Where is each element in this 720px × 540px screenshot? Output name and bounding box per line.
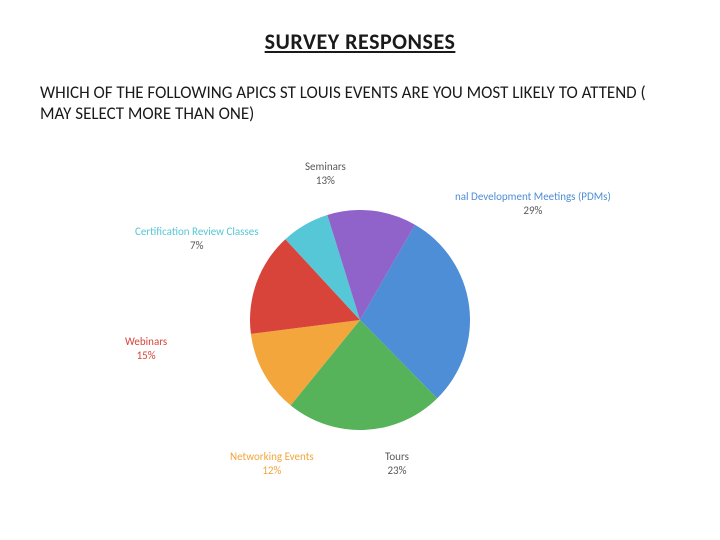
slice-label: Certification Review Classes7%	[135, 225, 259, 254]
slice-name: Networking Events	[230, 450, 314, 464]
slice-name: Tours	[385, 450, 409, 464]
slice-label: Seminars13%	[305, 160, 346, 189]
slice-percent: 12%	[230, 464, 314, 478]
slice-label: nal Development Meetings (PDMs)29%	[455, 190, 611, 219]
slice-name: Seminars	[305, 160, 346, 174]
survey-question: WHICH OF THE FOLLOWING APICS ST LOUIS EV…	[40, 82, 680, 125]
pie-svg	[250, 210, 470, 430]
slice-name: nal Development Meetings (PDMs)	[455, 190, 611, 204]
slice-name: Webinars	[125, 335, 167, 349]
slice-label: Networking Events12%	[230, 450, 314, 479]
slice-percent: 13%	[305, 174, 346, 188]
page-title: SURVEY RESPONSES	[0, 28, 720, 55]
slice-percent: 7%	[135, 239, 259, 253]
slice-percent: 23%	[385, 464, 409, 478]
slice-percent: 29%	[455, 204, 611, 218]
slice-label: Webinars15%	[125, 335, 167, 364]
slice-label: Tours23%	[385, 450, 409, 479]
pie-chart: nal Development Meetings (PDMs)29%Tours2…	[120, 160, 600, 520]
slice-percent: 15%	[125, 349, 167, 363]
slice-name: Certification Review Classes	[135, 225, 259, 239]
